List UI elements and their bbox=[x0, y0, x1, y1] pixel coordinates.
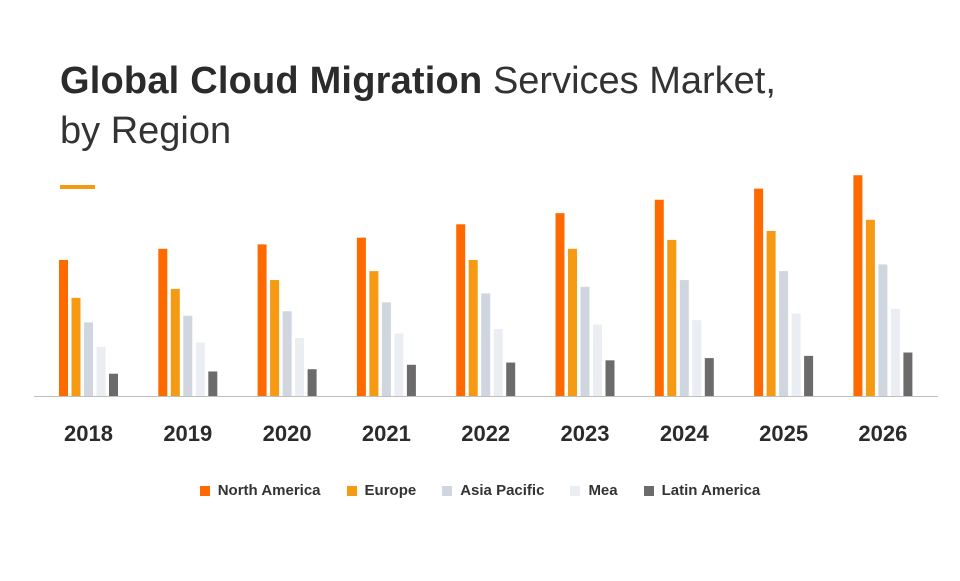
bar-latin-america-2018 bbox=[109, 373, 118, 396]
legend-item-europe: Europe bbox=[346, 482, 417, 499]
x-tick-label-2018: 2018 bbox=[64, 421, 113, 446]
bar-north-america-2024 bbox=[654, 199, 664, 396]
bar-mea-2018 bbox=[96, 346, 106, 396]
legend-swatch-north-america bbox=[199, 485, 210, 496]
bar-north-america-2025 bbox=[754, 188, 764, 396]
bar-asia-pacific-2018 bbox=[84, 322, 93, 396]
bar-latin-america-2020 bbox=[307, 369, 317, 396]
bar-north-america-2026 bbox=[853, 175, 863, 396]
bar-europe-2024 bbox=[667, 239, 677, 396]
bar-mea-2020 bbox=[295, 338, 305, 396]
bar-asia-pacific-2023 bbox=[580, 286, 590, 396]
legend-item-mea: Mea bbox=[570, 482, 618, 499]
bar-asia-pacific-2021 bbox=[381, 302, 391, 396]
x-tick-label-2020: 2020 bbox=[263, 421, 312, 446]
legend-swatch-mea bbox=[570, 485, 581, 496]
legend-label: Asia Pacific bbox=[460, 482, 545, 499]
bar-latin-america-2025 bbox=[804, 355, 814, 396]
x-tick-label-2025: 2025 bbox=[759, 421, 808, 446]
bar-asia-pacific-2019 bbox=[183, 315, 193, 396]
bar-north-america-2023 bbox=[555, 213, 565, 396]
bar-chart: 2018 2019 2020 2021 2022 2023 2024 2025 2026 bbox=[34, 175, 938, 446]
bar-asia-pacific-2026 bbox=[878, 264, 888, 396]
legend-swatch-latin-america bbox=[643, 485, 654, 496]
bar-europe-2026 bbox=[865, 219, 875, 396]
bar-mea-2024 bbox=[692, 320, 702, 396]
bar-north-america-2018 bbox=[59, 259, 68, 396]
bar-latin-america-2019 bbox=[208, 371, 218, 396]
title-light-line2: by Region bbox=[60, 110, 232, 152]
bar-mea-2026 bbox=[890, 309, 900, 396]
legend-swatch-europe bbox=[346, 485, 357, 496]
bar-europe-2022 bbox=[468, 259, 478, 396]
legend-label: Latin America bbox=[661, 482, 761, 499]
x-tick-label-2019: 2019 bbox=[163, 421, 212, 446]
chart-title: Global Cloud Migration Services Market, … bbox=[60, 56, 940, 156]
legend-label: North America bbox=[217, 482, 321, 499]
bar-europe-2025 bbox=[766, 230, 776, 396]
bar-asia-pacific-2024 bbox=[679, 280, 689, 396]
bar-latin-america-2023 bbox=[605, 360, 615, 396]
bar-asia-pacific-2025 bbox=[779, 271, 789, 396]
bar-mea-2025 bbox=[791, 313, 801, 396]
x-tick-label-2023: 2023 bbox=[561, 421, 610, 446]
legend-item-north-america: North America bbox=[199, 482, 321, 499]
bar-mea-2021 bbox=[394, 333, 404, 396]
title-light-line1: Services Market, bbox=[492, 60, 776, 102]
bar-latin-america-2022 bbox=[506, 362, 516, 396]
bar-north-america-2020 bbox=[257, 244, 267, 396]
bar-mea-2019 bbox=[195, 342, 205, 396]
bar-latin-america-2021 bbox=[406, 364, 416, 396]
title-bold: Global Cloud Migration bbox=[60, 60, 483, 102]
bar-europe-2020 bbox=[270, 280, 280, 396]
legend-item-asia-pacific: Asia Pacific bbox=[442, 482, 544, 499]
bar-europe-2019 bbox=[170, 288, 180, 396]
bar-asia-pacific-2022 bbox=[481, 293, 491, 396]
bar-mea-2022 bbox=[493, 329, 503, 396]
legend-label: Europe bbox=[364, 482, 417, 499]
bar-asia-pacific-2020 bbox=[282, 311, 292, 396]
bar-north-america-2021 bbox=[356, 237, 366, 396]
bar-europe-2018 bbox=[71, 297, 81, 396]
title-accent-bar bbox=[60, 185, 95, 189]
x-tick-label-2024: 2024 bbox=[660, 421, 710, 446]
bar-europe-2023 bbox=[568, 248, 577, 396]
bar-mea-2023 bbox=[593, 324, 602, 396]
chart-legend: North America Europe Asia Pacific Mea La… bbox=[0, 482, 960, 499]
x-tick-label-2021: 2021 bbox=[362, 421, 411, 446]
bar-latin-america-2024 bbox=[704, 358, 714, 396]
bar-north-america-2019 bbox=[158, 248, 168, 396]
bar-latin-america-2026 bbox=[903, 352, 913, 396]
legend-item-latin-america: Latin America bbox=[643, 482, 761, 499]
x-tick-label-2026: 2026 bbox=[858, 421, 907, 446]
x-tick-label-2022: 2022 bbox=[461, 421, 510, 446]
bar-north-america-2022 bbox=[456, 224, 466, 396]
legend-label: Mea bbox=[588, 482, 618, 499]
legend-swatch-asia-pacific bbox=[442, 485, 453, 496]
bar-europe-2021 bbox=[369, 271, 379, 396]
